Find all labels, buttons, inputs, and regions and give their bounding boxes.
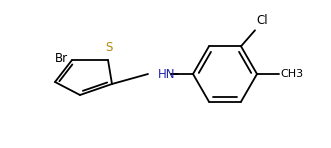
Text: S: S [105,41,113,54]
Text: HN: HN [158,67,175,81]
Text: Br: Br [55,52,68,65]
Text: Cl: Cl [256,14,268,27]
Text: CH3: CH3 [280,69,303,79]
